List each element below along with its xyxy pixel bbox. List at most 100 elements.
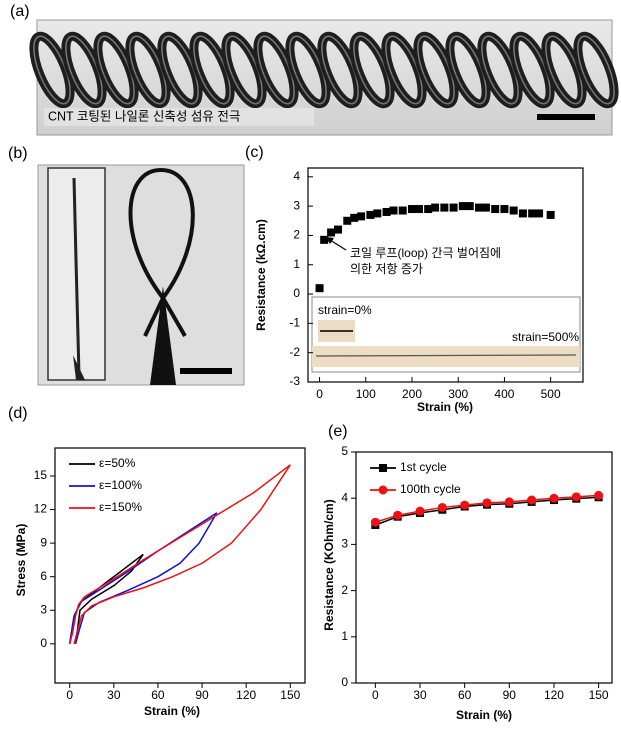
marker <box>382 207 391 216</box>
panel-label: (a) <box>10 3 30 20</box>
plot-frame <box>54 447 306 684</box>
marker <box>437 502 447 512</box>
x-tick-label: 60 <box>151 688 165 702</box>
x-axis-title: Strain (%) <box>456 708 512 722</box>
x-tick-label: 30 <box>413 688 427 702</box>
y-tick-label: 9 <box>40 535 47 549</box>
marker <box>366 210 375 219</box>
marker <box>415 506 425 516</box>
marker <box>482 498 492 508</box>
marker <box>424 205 433 214</box>
caption: CNT 코팅된 나일론 신축성 섬유 전극 <box>48 109 240 123</box>
coil-image <box>29 31 619 109</box>
x-tick-label: 90 <box>503 688 517 702</box>
marker <box>334 225 343 234</box>
y-tick-label: 15 <box>34 468 48 482</box>
y-tick-label: 0 <box>293 286 300 300</box>
y-tick-label: -2 <box>289 345 300 359</box>
x-tick-label: 120 <box>236 688 256 702</box>
y-tick-label: 1 <box>293 257 300 271</box>
marker <box>535 209 544 218</box>
x-tick-label: 100 <box>356 387 376 401</box>
y-tick-label: -1 <box>289 316 300 330</box>
y-axis-title: Resistance (KOhm/cm) <box>322 499 336 630</box>
tweezer <box>73 355 85 380</box>
coil-shine <box>577 35 615 105</box>
y-tick-label: 6 <box>40 569 47 583</box>
legend-marker <box>378 485 388 495</box>
legend-marker <box>379 464 387 472</box>
y-tick-label: 2 <box>293 228 300 242</box>
marker <box>504 497 514 507</box>
marker <box>414 205 423 214</box>
x-tick-label: 60 <box>458 688 472 702</box>
series-line <box>68 464 291 645</box>
series-line <box>68 512 218 645</box>
x-tick-label: 30 <box>107 688 121 702</box>
marker <box>546 210 555 219</box>
x-tick-label: 0 <box>372 688 379 702</box>
inset-label: strain=500% <box>512 330 579 344</box>
y-tick-label: 4 <box>341 490 348 504</box>
y-tick-label: 0 <box>40 636 47 650</box>
marker <box>398 206 407 215</box>
x-tick-label: 90 <box>195 688 209 702</box>
y-tick-label: -3 <box>289 374 300 388</box>
annotation: 코일 루프(loop) 간극 벌어짐에 <box>350 246 501 260</box>
inset-photo <box>312 346 580 367</box>
marker <box>481 203 490 212</box>
marker <box>475 203 484 212</box>
x-axis-title: Strain (%) <box>144 704 200 718</box>
y-tick-label: 1 <box>341 629 348 643</box>
inset-label: strain=0% <box>318 303 372 317</box>
marker <box>458 202 467 211</box>
marker <box>500 205 509 214</box>
legend-label: 100th cycle <box>400 482 461 496</box>
x-tick-label: 300 <box>448 387 468 401</box>
annotation-arrow <box>329 239 347 251</box>
marker <box>571 492 581 502</box>
plot-frame <box>355 451 613 684</box>
fiber <box>72 177 81 376</box>
legend-label: ε=50% <box>99 456 136 470</box>
marker <box>315 284 324 293</box>
marker <box>518 209 527 218</box>
marker <box>327 228 336 237</box>
legend-label: ε=100% <box>99 478 142 492</box>
marker <box>465 202 474 211</box>
x-tick-label: 0 <box>316 387 323 401</box>
y-axis-title: Resistance (kΩ.cm) <box>254 219 268 331</box>
plot-frame <box>307 167 584 383</box>
marker <box>393 510 403 520</box>
x-tick-label: 400 <box>494 387 514 401</box>
marker <box>594 490 604 500</box>
x-tick-label: 0 <box>66 688 73 702</box>
marker <box>350 213 359 222</box>
panel-label: (d) <box>8 405 28 422</box>
x-tick-label: 150 <box>280 688 300 702</box>
marker <box>527 495 537 505</box>
marker <box>528 209 537 218</box>
panel-label: (c) <box>245 144 264 161</box>
scale-bar <box>180 368 232 374</box>
marker <box>343 216 352 225</box>
x-tick-label: 200 <box>402 387 422 401</box>
x-tick-label: 500 <box>541 387 561 401</box>
marker <box>491 205 500 214</box>
y-tick-label: 5 <box>341 444 348 458</box>
panel-label: (e) <box>328 423 348 440</box>
y-tick-label: 4 <box>293 169 300 183</box>
panel-label: (b) <box>8 145 28 162</box>
tweezer <box>150 286 176 385</box>
marker <box>357 212 366 221</box>
x-tick-label: 120 <box>544 688 564 702</box>
marker <box>549 493 559 503</box>
y-tick-label: 3 <box>341 537 348 551</box>
y-tick-label: 3 <box>40 602 47 616</box>
marker <box>431 203 440 212</box>
marker <box>370 517 380 527</box>
fiber-loop <box>128 167 195 338</box>
annotation: 의한 저항 증가 <box>350 262 423 276</box>
legend-label: ε=150% <box>99 500 142 514</box>
